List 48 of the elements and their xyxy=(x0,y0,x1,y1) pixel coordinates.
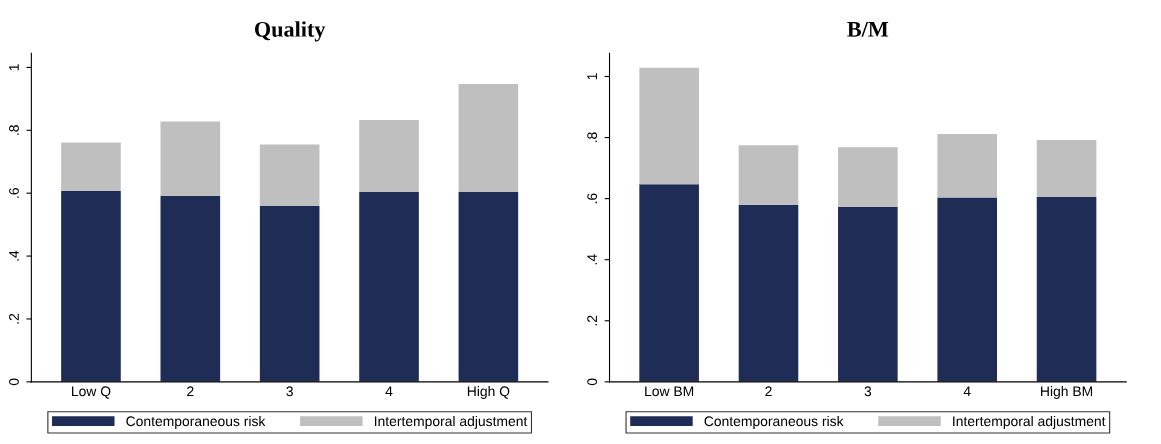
bar xyxy=(359,191,419,382)
x-tick-label: 2 xyxy=(187,386,194,397)
bar xyxy=(639,184,699,382)
bar xyxy=(639,67,699,185)
y-tick-label: 1 xyxy=(587,73,597,80)
chart-title: Quality xyxy=(254,21,326,42)
y-tick-label: .2 xyxy=(587,315,597,326)
bar xyxy=(160,121,221,196)
legend-label: Intertemporal adjustment xyxy=(953,415,1106,429)
x-tick-label: Low Q xyxy=(72,386,111,399)
bar xyxy=(1036,140,1097,198)
y-tick-label: 1 xyxy=(9,64,19,71)
y-tick-label: .4 xyxy=(9,250,19,261)
bar xyxy=(259,206,320,382)
x-tick-label: 3 xyxy=(286,386,293,397)
legend-label: Contemporaneous risk xyxy=(126,415,266,429)
y-tick-label: 0 xyxy=(587,378,598,386)
x-tick-label: 3 xyxy=(864,386,872,397)
bar xyxy=(738,204,799,382)
y-tick-label: .2 xyxy=(9,313,19,324)
x-tick-label: 4 xyxy=(963,386,971,397)
bar xyxy=(838,147,898,207)
chart-title: B/M xyxy=(847,21,889,37)
bar xyxy=(359,119,419,192)
bar xyxy=(160,195,221,382)
bar xyxy=(838,206,898,382)
x-tick-label: 4 xyxy=(385,386,393,397)
legend-label: Contemporaneous risk xyxy=(704,415,844,429)
legend-label: Intertemporal adjustment xyxy=(374,415,528,429)
x-tick-label: 2 xyxy=(765,386,772,397)
y-tick-label: .6 xyxy=(587,193,598,204)
bar xyxy=(738,145,799,205)
bar xyxy=(937,133,998,198)
x-tick-label: High BM xyxy=(1041,386,1093,399)
y-tick-label: .4 xyxy=(587,254,597,265)
y-tick-label: .8 xyxy=(587,132,598,143)
x-tick-label: High Q xyxy=(467,386,510,399)
bar xyxy=(458,84,519,192)
bar xyxy=(458,191,519,382)
bar xyxy=(61,142,121,191)
bar xyxy=(1036,197,1097,382)
bar xyxy=(259,144,320,207)
bar xyxy=(937,197,998,382)
y-tick-label: 0 xyxy=(9,378,19,386)
y-tick-label: .6 xyxy=(9,188,19,198)
y-tick-label: .8 xyxy=(9,125,19,135)
bar xyxy=(61,190,121,382)
x-tick-label: Low BM xyxy=(645,386,694,397)
